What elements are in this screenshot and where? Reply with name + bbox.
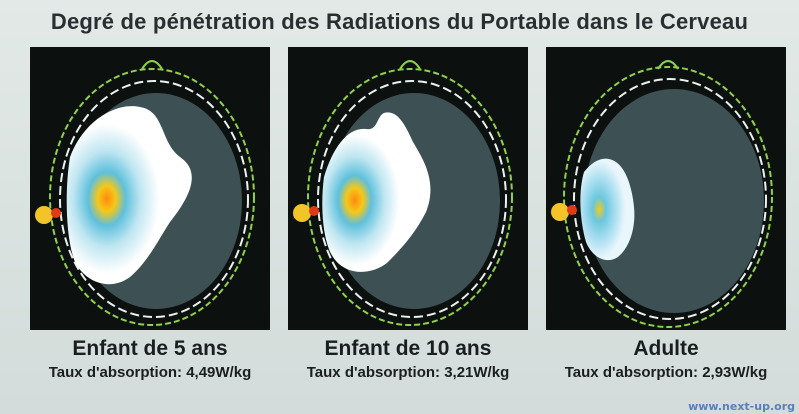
head-scan-image <box>551 60 773 328</box>
phone-source <box>293 204 311 222</box>
head-scan-image <box>35 60 255 326</box>
absorption-label: Taux d'absorption: 2,93W/kg <box>564 364 768 381</box>
phone-emitter <box>567 205 577 215</box>
head-scan-image <box>293 60 513 326</box>
head-outline <box>49 68 255 326</box>
head-top-marker <box>399 60 421 70</box>
scan-panel-child-5 <box>30 47 270 330</box>
scan-panel-child-10 <box>288 47 528 330</box>
scan-panel-adult <box>546 47 786 330</box>
head-outline <box>563 66 773 328</box>
phone-source <box>551 203 569 221</box>
age-label: Adulte <box>633 337 699 360</box>
watermark: www.next-up.org <box>688 400 795 413</box>
age-label: Enfant de 5 ans <box>72 337 228 360</box>
absorption-label: Taux d'absorption: 4,49W/kg <box>48 364 252 381</box>
caption-child-10: Enfant de 10 ans Taux d'absorption: 3,21… <box>278 336 538 384</box>
caption-child-5: Enfant de 5 ans Taux d'absorption: 4,49W… <box>20 336 280 384</box>
head-top-marker <box>657 60 679 70</box>
age-label: Enfant de 10 ans <box>324 337 492 360</box>
radiation-zone <box>322 112 431 272</box>
radiation-zone <box>580 158 635 261</box>
absorption-label: Taux d'absorption: 3,21W/kg <box>306 364 510 381</box>
phone-emitter <box>309 206 319 216</box>
radiation-zone <box>66 106 192 285</box>
page-title: Degré de pénétration des Radiations du P… <box>50 9 749 34</box>
phone-source <box>35 206 53 224</box>
phone-emitter <box>51 208 61 218</box>
brain-region <box>584 89 764 313</box>
caption-adult: Adulte Taux d'absorption: 2,93W/kg <box>536 336 796 384</box>
skull-outline <box>59 80 249 318</box>
head-top-marker <box>141 60 163 70</box>
skull-outline <box>573 78 767 320</box>
head-outline <box>307 68 513 326</box>
skull-outline <box>317 80 507 318</box>
